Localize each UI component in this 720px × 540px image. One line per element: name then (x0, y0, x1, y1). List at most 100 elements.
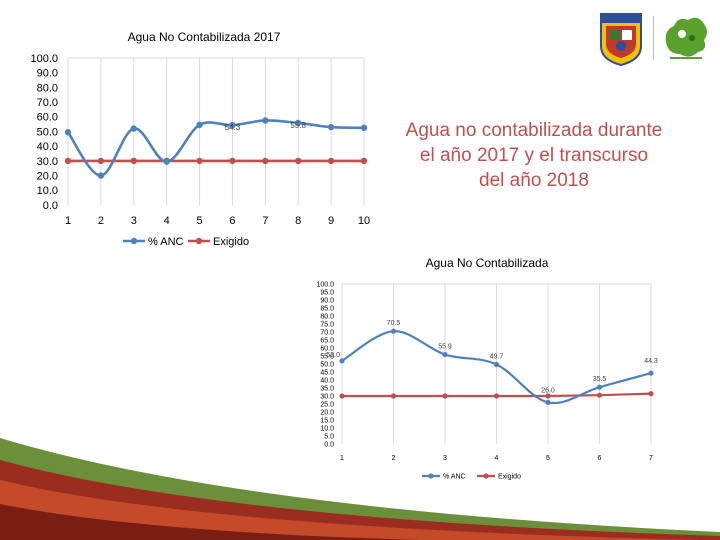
data-point (390, 393, 397, 399)
chart-grid (341, 283, 652, 444)
data-point (442, 351, 448, 358)
chart-title: Agua No Contabilizada (426, 256, 549, 270)
data-point (97, 157, 105, 165)
x-axis-ticks: 1 2 3 4 5 6 7 (340, 455, 653, 462)
data-label: 70.5 (387, 320, 401, 327)
data-point (196, 157, 203, 165)
x-tick-label: 6 (598, 455, 602, 462)
y-tick-label: 90.0 (320, 297, 334, 304)
legend-marker (428, 473, 434, 479)
data-point (390, 328, 397, 334)
y-tick-label: 65.0 (320, 337, 334, 344)
data-point (545, 399, 551, 405)
data-point (327, 123, 335, 131)
data-point (493, 393, 500, 399)
legend-label: % ANC (443, 473, 466, 480)
legend-label: % ANC (148, 236, 184, 248)
headline: Agua no contabilizada durante el año 201… (405, 120, 663, 191)
y-tick-label: 60.0 (37, 112, 58, 124)
data-point (360, 124, 368, 132)
y-tick-label: 5.0 (324, 433, 334, 440)
y-tick-label: 70.0 (320, 329, 334, 336)
data-label: 55.9 (438, 344, 452, 351)
y-tick-label: 100.0 (316, 281, 334, 288)
y-tick-label: 50.0 (37, 126, 58, 138)
data-point (360, 157, 368, 165)
y-tick-label: 30.0 (37, 156, 58, 168)
data-label: 35.5 (593, 376, 607, 383)
data-label: 52.0 (326, 352, 340, 359)
y-axis-ticks: 100.0 90.0 80.0 70.0 60.0 50.0 40.0 30.0 20.0 10.… (30, 53, 58, 212)
data-point (130, 157, 137, 165)
chart-legend: % ANC Exigido (422, 473, 521, 480)
x-tick-label: 6 (229, 215, 235, 227)
data-label: 54.3 (225, 123, 241, 132)
data-point (295, 157, 302, 165)
x-tick-label: 2 (392, 455, 396, 462)
data-point (97, 172, 105, 179)
y-tick-label: 25.0 (320, 401, 334, 408)
data-label: 44.3 (644, 358, 658, 365)
y-tick-label: 95.0 (320, 289, 334, 296)
data-label: 26.0 (541, 387, 555, 394)
chart-series: 54.3 55.8 (64, 117, 368, 179)
y-tick-label: 35.0 (320, 385, 334, 392)
chart-legend: % ANC Exigido (123, 236, 249, 248)
x-tick-label: 2 (98, 215, 104, 227)
data-point (339, 393, 345, 399)
data-point (596, 392, 603, 398)
x-tick-label: 3 (131, 215, 137, 227)
x-tick-label: 5 (196, 215, 202, 227)
data-point (229, 157, 236, 165)
y-tick-label: 70.0 (37, 97, 58, 109)
data-point (130, 125, 137, 132)
x-tick-label: 4 (495, 455, 499, 462)
y-tick-label: 100.0 (30, 53, 58, 65)
data-point (64, 157, 72, 165)
y-tick-label: 0.0 (43, 200, 58, 212)
regional-map-logo (665, 17, 707, 59)
x-tick-label: 10 (358, 215, 370, 227)
data-point (648, 391, 654, 397)
y-tick-label: 15.0 (320, 417, 334, 424)
data-point (295, 119, 302, 127)
chart-2017: Agua No Contabilizada 2017 100.0 9 0.0 80.0… (30, 30, 370, 248)
data-point (196, 121, 203, 129)
x-tick-label: 8 (295, 215, 301, 227)
university-shield-logo (600, 13, 642, 66)
y-tick-label: 10.0 (320, 425, 334, 432)
y-tick-label: 10.0 (37, 185, 58, 197)
series-line-anc (66, 119, 365, 177)
y-tick-label: 50.0 (320, 361, 334, 368)
data-label: 49.7 (490, 353, 504, 360)
x-axis-ticks: 1 2 3 4 5 6 7 8 9 10 (65, 215, 370, 227)
y-tick-label: 85.0 (320, 305, 334, 312)
chart-title: Agua No Contabilizada 2017 (128, 30, 281, 44)
chart-grid (67, 57, 365, 205)
logo-divider (653, 16, 654, 60)
y-tick-label: 40.0 (320, 377, 334, 384)
x-tick-label: 1 (65, 215, 71, 227)
y-tick-label: 55.0 (320, 353, 334, 360)
legend-marker (483, 473, 489, 479)
y-tick-label: 20.0 (37, 170, 58, 182)
x-tick-label: 5 (546, 455, 550, 462)
y-tick-label: 40.0 (37, 141, 58, 153)
legend-marker (130, 237, 138, 245)
x-tick-label: 1 (340, 455, 344, 462)
x-tick-label: 9 (328, 215, 334, 227)
chart-2018: Agua No Contabilizada 100.095.090.085.08… (316, 256, 657, 480)
y-axis-ticks: 100.095.090.085.080.075.070.065.060.055.… (316, 281, 334, 448)
decorative-swoosh (0, 438, 720, 540)
y-tick-label: 45.0 (320, 369, 334, 376)
chart-series: 52.0 70.5 55.9 49.7 26.0 35.5 44.3 (326, 320, 658, 405)
legend-marker (195, 237, 203, 245)
data-point (596, 384, 603, 390)
y-tick-label: 20.0 (320, 409, 334, 416)
y-tick-label: 80.0 (37, 82, 58, 94)
data-point (262, 157, 269, 165)
data-point (545, 393, 551, 399)
data-point (442, 393, 448, 399)
data-point (493, 361, 500, 368)
